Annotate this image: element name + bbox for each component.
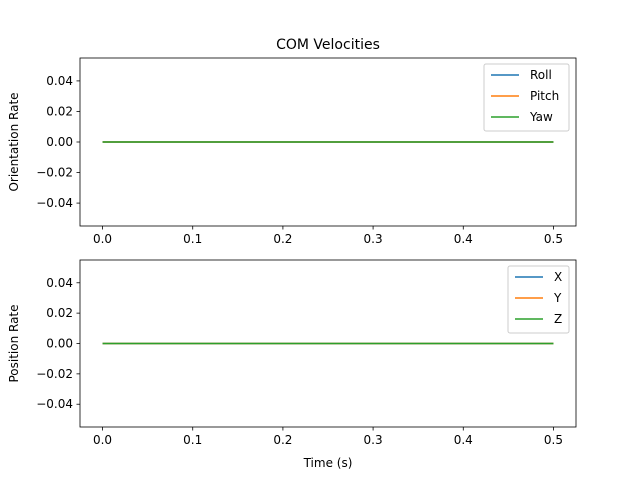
legend-label-yaw: Yaw [529, 110, 553, 124]
x-tick-label: 0.5 [544, 232, 563, 246]
x-tick-label: 0.4 [454, 433, 473, 447]
x-tick-label: 0.5 [544, 433, 563, 447]
subplot-1: 0.0 0.1 0.2 0.3 0.4 0.5 0.04 0.02 0.00 −0.02 −0.04… [7, 57, 577, 246]
y-tick-label: 0.04 [46, 276, 73, 290]
y-tick-label: −0.02 [36, 367, 73, 381]
y-tick-label: 0.02 [46, 104, 73, 118]
x-tick-label: 0.3 [364, 433, 383, 447]
legend: Roll Pitch Yaw [483, 63, 570, 132]
x-tick-label: 0.0 [93, 232, 112, 246]
x-tick-label: 0.3 [364, 232, 383, 246]
y-tick-label: −0.04 [36, 196, 73, 210]
x-tick-label: 0.1 [183, 433, 202, 447]
legend-box [483, 63, 570, 132]
y-tick-label: 0.04 [46, 74, 73, 88]
x-axis-label: Time (s) [303, 456, 353, 470]
x-tick-label: 0.1 [183, 232, 202, 246]
figure-title: COM Velocities [276, 37, 380, 53]
y-tick-label: 0.00 [46, 135, 73, 149]
legend: XYZ [507, 265, 570, 334]
x-tick-label: 0.0 [93, 433, 112, 447]
y-tick-label: 0.02 [46, 306, 73, 320]
y-tick-label: −0.02 [36, 166, 73, 180]
y-axis-label: Position Rate [7, 304, 21, 382]
legend-label-roll: Roll [530, 68, 552, 82]
x-tick-label: 0.4 [454, 232, 473, 246]
y-axis-label: Orientation Rate [7, 92, 21, 191]
legend-label-pitch: Pitch [530, 89, 559, 103]
y-tick-label: 0.00 [46, 337, 73, 351]
legend-box [507, 265, 570, 334]
x-tick-label: 0.2 [273, 433, 292, 447]
x-tick-label: 0.2 [273, 232, 292, 246]
y-tick-label: −0.04 [36, 397, 73, 411]
legend-label-y: Y [553, 291, 562, 305]
legend-label-x: X [554, 270, 562, 284]
legend-label-z: Z [554, 312, 562, 326]
subplot-2: 0.0 0.1 0.2 0.3 0.4 0.5 0.04 0.02 0.00 −0.02 −0.04… [7, 259, 577, 470]
